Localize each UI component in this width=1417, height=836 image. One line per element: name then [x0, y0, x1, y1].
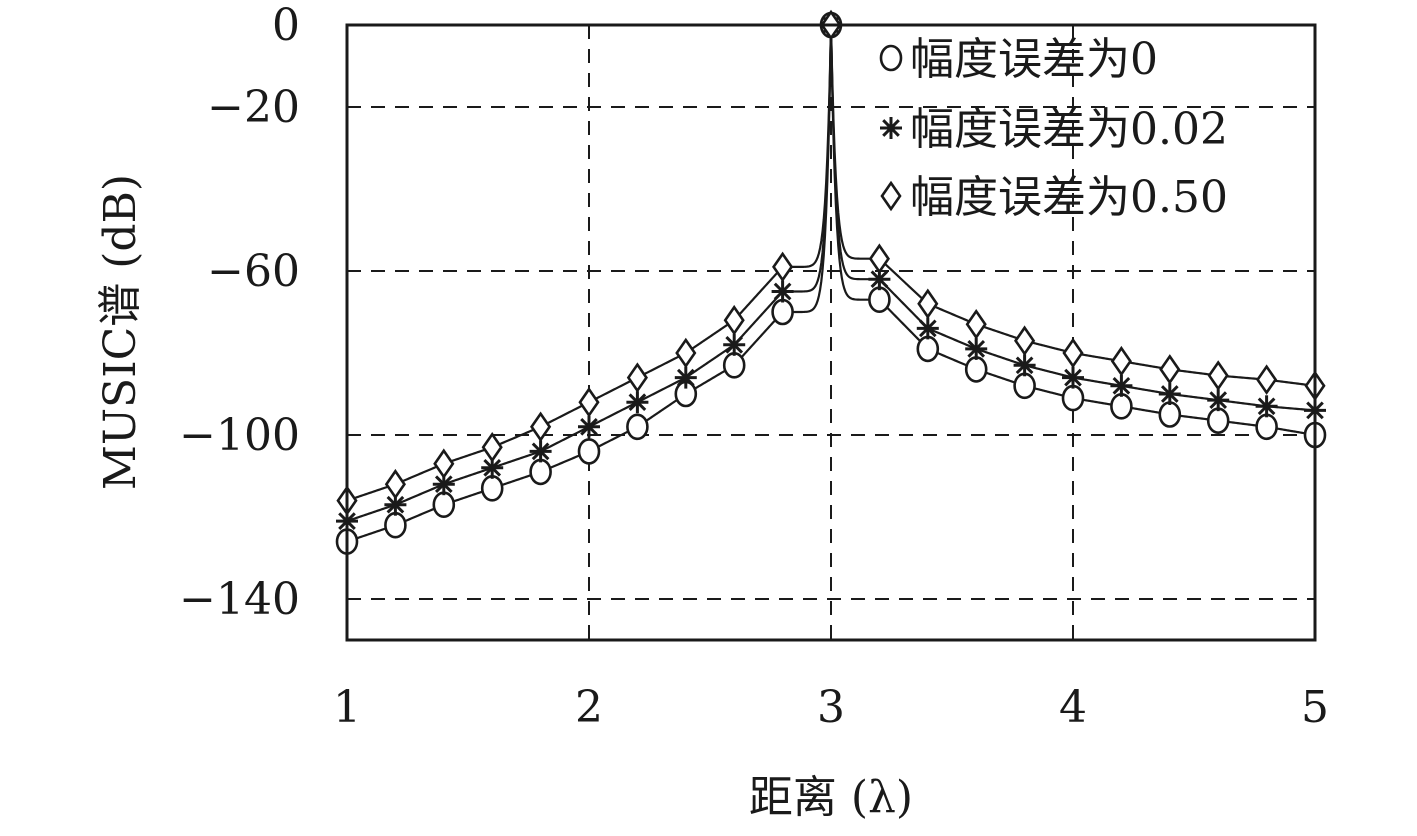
data-point-diamond: [772, 251, 794, 283]
x-tick-label: 4: [1059, 682, 1087, 733]
data-point-star: [916, 317, 939, 340]
data-point-diamond: [868, 243, 890, 274]
legend-marker-diamond: [880, 180, 902, 212]
data-point-circle: [626, 413, 649, 441]
data-point-diamond: [578, 386, 600, 418]
y-axis-title: MUSIC谱 (dB): [95, 174, 146, 490]
data-point-star: [1207, 389, 1230, 412]
data-point-circle: [577, 438, 601, 465]
data-point-diamond: [481, 432, 503, 463]
data-point-circle: [722, 351, 746, 379]
legend-entry-label: 幅度误差为0: [910, 34, 1158, 85]
data-point-diamond: [626, 362, 648, 393]
y-tick-labels: 0 −20 −60 −100 −140: [179, 0, 300, 625]
x-axis-title: 距离 (λ): [749, 772, 913, 823]
data-point-star: [723, 333, 746, 356]
data-point-circle: [1061, 384, 1085, 412]
data-point-star: [578, 415, 600, 438]
legend-entry-label: 幅度误差为0.02: [910, 104, 1228, 155]
data-point-diamond: [965, 309, 987, 340]
data-point-star: [771, 280, 794, 303]
data-point-star: [626, 391, 649, 414]
data-point-star: [1062, 366, 1084, 389]
data-point-diamond: [1207, 360, 1229, 391]
data-point-circle: [868, 286, 891, 314]
y-tick-label: −60: [207, 246, 300, 297]
data-point-diamond: [675, 337, 697, 369]
y-tick-label: 0: [272, 0, 300, 51]
data-point-star: [1110, 374, 1133, 397]
data-point-diamond: [1256, 364, 1278, 395]
data-point-circle: [1255, 413, 1278, 441]
y-tick-label: −140: [179, 574, 300, 625]
data-point-circle: [771, 298, 794, 326]
data-point-circle: [384, 511, 407, 539]
series-markers: [335, 9, 1327, 555]
data-point-circle: [480, 474, 504, 502]
data-point-diamond: [1014, 325, 1036, 356]
legend: 幅度误差为0 幅度误差为0.02 幅度误差为0.50: [879, 34, 1228, 223]
plot-frame: [345, 23, 1317, 642]
data-point-diamond: [1062, 337, 1084, 369]
series-line-3: [346, 24, 1316, 502]
data-point-circle: [964, 356, 988, 383]
data-point-star: [1158, 383, 1181, 405]
data-point-diamond: [433, 448, 455, 479]
data-point-circle: [432, 491, 456, 519]
data-point-circle: [1013, 372, 1036, 400]
data-point-star: [965, 337, 988, 360]
data-point-circle: [1158, 401, 1182, 428]
data-point-diamond: [917, 288, 939, 320]
data-point-circle: [1110, 392, 1133, 420]
data-point-star: [1255, 395, 1278, 418]
x-tick-label: 1: [333, 682, 361, 733]
grid-lines: [347, 25, 1315, 640]
y-tick-label: −20: [207, 82, 300, 133]
data-point-star: [529, 440, 552, 463]
data-point-star: [674, 366, 697, 389]
data-point-circle: [1206, 407, 1230, 434]
data-point-diamond: [1159, 354, 1181, 385]
legend-marker-circle: [879, 44, 903, 72]
data-point-star: [1013, 354, 1036, 377]
data-point-diamond: [1110, 345, 1132, 377]
legend-entry-label: 幅度误差为0.50: [910, 172, 1228, 223]
data-point-circle: [916, 335, 940, 363]
x-tick-labels: 1 2 3 4 5: [333, 682, 1329, 733]
data-point-diamond: [384, 468, 406, 500]
legend-marker-star: [880, 117, 902, 139]
data-point-diamond: [723, 304, 745, 336]
data-point-circle: [529, 458, 552, 486]
x-tick-label: 5: [1301, 682, 1329, 733]
data-point-diamond: [530, 411, 552, 443]
y-tick-label: −100: [179, 410, 300, 461]
x-tick-label: 2: [575, 682, 603, 733]
x-tick-label: 3: [817, 682, 845, 733]
